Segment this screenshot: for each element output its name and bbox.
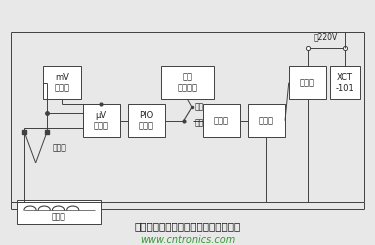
Bar xyxy=(161,66,214,99)
Text: www.cntronics.com: www.cntronics.com xyxy=(140,235,235,245)
Bar xyxy=(82,104,120,137)
Text: PIO
调节器: PIO 调节器 xyxy=(139,110,154,131)
Text: XCT
-101: XCT -101 xyxy=(336,73,354,93)
Bar xyxy=(330,66,360,99)
Bar xyxy=(248,104,285,137)
Text: 常用炉温测量采用的热电偶测量系统图: 常用炉温测量采用的热电偶测量系统图 xyxy=(134,222,241,232)
Text: 自动: 自动 xyxy=(194,119,204,128)
Text: μV
放大器: μV 放大器 xyxy=(94,110,109,131)
Text: 接触器: 接触器 xyxy=(300,78,315,87)
Bar xyxy=(43,66,81,99)
Bar xyxy=(17,200,101,224)
Text: mV
定值器: mV 定值器 xyxy=(54,73,69,93)
Text: 电阻炉: 电阻炉 xyxy=(52,212,66,221)
Bar xyxy=(289,66,326,99)
Text: 执行器: 执行器 xyxy=(259,116,274,125)
Bar xyxy=(128,104,165,137)
Text: 热电偶: 热电偶 xyxy=(53,143,66,152)
Text: 手动: 手动 xyxy=(194,103,204,112)
Text: 触发器: 触发器 xyxy=(214,116,229,125)
Text: 手动
控制信号: 手动 控制信号 xyxy=(177,73,198,93)
Bar xyxy=(202,104,240,137)
Text: ～220V: ～220V xyxy=(314,33,338,42)
